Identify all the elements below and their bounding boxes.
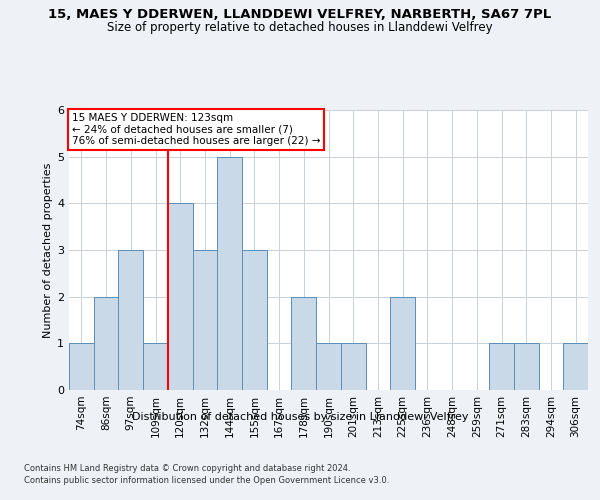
Bar (316, 344, 341, 390)
Bar (242, 250, 267, 390)
Text: Size of property relative to detached houses in Llanddewi Velfrey: Size of property relative to detached ho… (107, 21, 493, 34)
Bar (514, 344, 539, 390)
Y-axis label: Number of detached properties: Number of detached properties (43, 162, 53, 338)
Bar (69, 344, 94, 390)
Text: 15 MAES Y DDERWEN: 123sqm
← 24% of detached houses are smaller (7)
76% of semi-d: 15 MAES Y DDERWEN: 123sqm ← 24% of detac… (71, 113, 320, 146)
Bar (341, 344, 365, 390)
Bar (94, 296, 118, 390)
Text: Distribution of detached houses by size in Llanddewi Velfrey: Distribution of detached houses by size … (132, 412, 468, 422)
Bar (143, 344, 168, 390)
Bar (193, 250, 217, 390)
Bar (292, 296, 316, 390)
Bar (489, 344, 514, 390)
Bar (168, 204, 193, 390)
Text: Contains HM Land Registry data © Crown copyright and database right 2024.: Contains HM Land Registry data © Crown c… (24, 464, 350, 473)
Text: Contains public sector information licensed under the Open Government Licence v3: Contains public sector information licen… (24, 476, 389, 485)
Bar (118, 250, 143, 390)
Bar (390, 296, 415, 390)
Bar (563, 344, 588, 390)
Bar (217, 156, 242, 390)
Text: 15, MAES Y DDERWEN, LLANDDEWI VELFREY, NARBERTH, SA67 7PL: 15, MAES Y DDERWEN, LLANDDEWI VELFREY, N… (49, 8, 551, 20)
